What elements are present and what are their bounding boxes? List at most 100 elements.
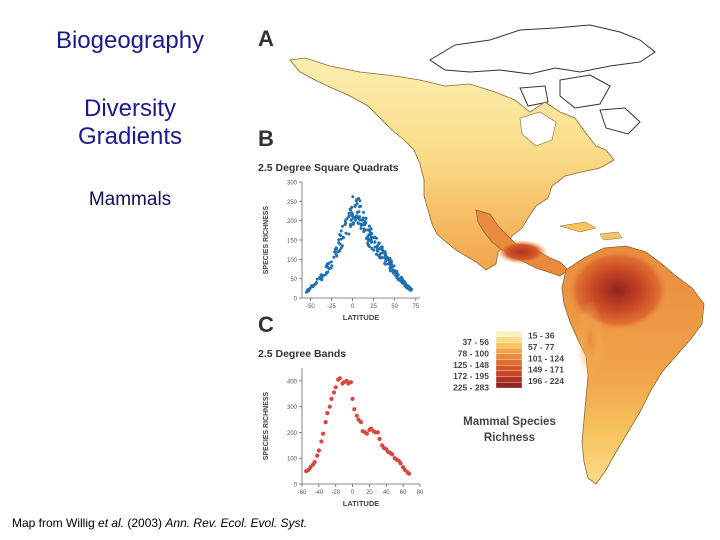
data-point xyxy=(327,404,332,409)
data-point xyxy=(358,420,364,425)
data-point xyxy=(395,269,399,273)
x-tick-label: -20 xyxy=(331,490,340,496)
panel-c-title: 2.5 Degree Bands xyxy=(258,348,347,360)
data-point xyxy=(337,376,342,381)
data-point xyxy=(403,282,407,286)
data-point xyxy=(352,221,356,225)
caption-pre: Map from Willig xyxy=(12,516,99,530)
data-point xyxy=(362,227,366,231)
data-point xyxy=(336,250,340,254)
legend-label-right: 101 - 124 xyxy=(528,353,564,363)
data-point xyxy=(339,246,343,250)
legend-title: Mammal Species Richness xyxy=(452,414,567,446)
data-point xyxy=(406,284,410,288)
central-america xyxy=(475,209,569,277)
data-point xyxy=(373,235,377,239)
x-tick-label: 0 xyxy=(351,304,355,310)
legend-label-right: 149 - 171 xyxy=(528,365,564,375)
data-point xyxy=(358,215,361,219)
legend-label-right: 196 - 224 xyxy=(528,376,564,386)
arctic-islands xyxy=(429,24,656,135)
caribbean-islands xyxy=(559,221,623,241)
panel-letter-b: B xyxy=(258,126,274,151)
data-point xyxy=(355,202,359,206)
hudson-bay xyxy=(519,111,557,147)
data-point xyxy=(375,430,380,435)
data-point xyxy=(364,221,368,225)
legend-swatch xyxy=(495,370,523,377)
legend-title-text: Mammal Species Richness xyxy=(463,416,556,444)
legend-label-left: 172 - 195 xyxy=(453,371,489,381)
x-axis-label: LATITUDE xyxy=(343,499,380,508)
y-tick-label: 300 xyxy=(287,181,298,187)
data-point xyxy=(373,240,377,244)
legend-swatch xyxy=(495,376,523,383)
data-point xyxy=(351,216,355,220)
data-point xyxy=(373,245,377,249)
data-point xyxy=(308,465,313,470)
data-point xyxy=(384,262,387,266)
x-tick-label: 20 xyxy=(366,490,373,496)
data-point xyxy=(322,273,326,277)
data-point xyxy=(390,265,394,269)
caption-journal: Ann. Rev. Ecol. Evol. Syst. xyxy=(165,516,308,530)
x-tick-label: 40 xyxy=(383,490,390,496)
legend-swatch xyxy=(495,342,523,349)
data-point xyxy=(361,217,365,221)
legend-swatch xyxy=(495,330,523,337)
slide-title: Biogeography xyxy=(55,27,205,54)
data-point xyxy=(395,276,399,280)
data-point xyxy=(341,224,344,228)
y-tick-label: 200 xyxy=(287,431,298,437)
legend-swatch xyxy=(495,347,523,354)
data-point xyxy=(354,413,359,418)
data-point xyxy=(309,285,313,289)
data-point xyxy=(368,233,372,237)
data-point xyxy=(377,241,381,245)
data-point xyxy=(341,235,345,239)
legend-swatch xyxy=(495,353,523,360)
y-tick-label: 100 xyxy=(287,258,298,264)
data-point xyxy=(315,277,319,281)
data-point xyxy=(358,205,361,209)
data-point xyxy=(375,246,379,250)
data-point xyxy=(330,264,334,268)
legend-label-right: 57 - 77 xyxy=(528,342,555,352)
data-point xyxy=(321,431,326,436)
legend-swatch xyxy=(495,365,523,372)
legend-swatch xyxy=(495,336,523,343)
data-point xyxy=(366,235,370,239)
panel-letter-a: A xyxy=(258,26,274,51)
data-point xyxy=(319,277,323,281)
data-point xyxy=(315,281,318,285)
data-point xyxy=(339,237,343,241)
data-point xyxy=(315,453,320,458)
data-point xyxy=(339,229,343,233)
slide-subtitle: Diversity Gradients xyxy=(77,95,183,150)
data-point xyxy=(338,242,342,246)
x-tick-label: 80 xyxy=(417,490,424,496)
data-point xyxy=(399,276,403,280)
andes-band xyxy=(576,300,604,380)
y-tick-label: 0 xyxy=(294,483,298,489)
data-point xyxy=(358,199,362,203)
data-point xyxy=(380,245,384,249)
data-point xyxy=(406,471,412,476)
data-point xyxy=(326,265,330,269)
data-point xyxy=(352,407,357,412)
data-point xyxy=(332,255,336,259)
data-point xyxy=(337,238,341,242)
data-point xyxy=(390,452,395,457)
panel-b-title: 2.5 Degree Square Quadrats xyxy=(258,162,399,174)
data-point xyxy=(333,250,337,254)
data-point xyxy=(389,259,393,263)
data-point xyxy=(350,205,354,209)
x-tick-label: 60 xyxy=(400,490,407,496)
data-point xyxy=(348,380,353,385)
legend-swatch xyxy=(495,359,523,366)
mesoamerica-hotspot xyxy=(496,240,548,264)
data-point xyxy=(367,224,371,228)
data-point xyxy=(364,431,369,436)
data-point xyxy=(349,208,353,212)
